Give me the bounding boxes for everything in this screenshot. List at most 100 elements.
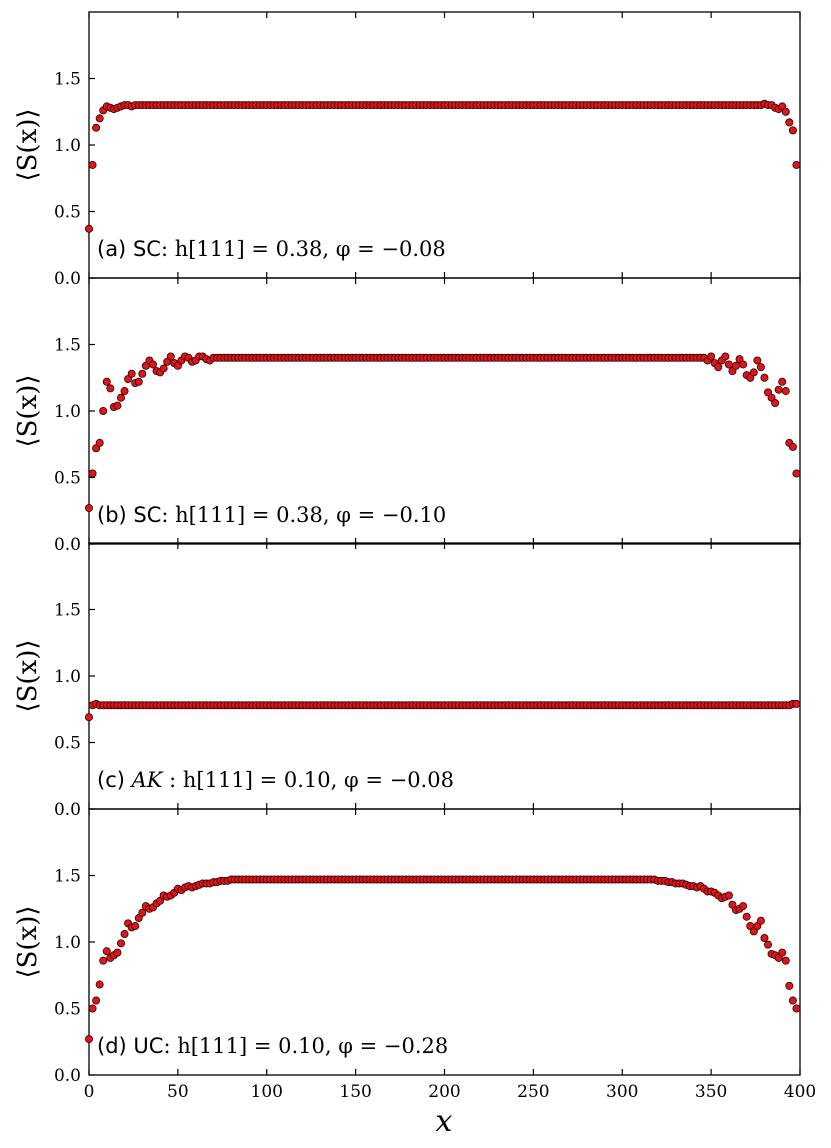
data-point <box>781 387 790 396</box>
annotation-phase: SC <box>133 237 161 261</box>
annotation-expression: : h[111] = 0.10, φ = −0.28 <box>163 1034 448 1058</box>
panels: 0.00.51.01.5⟨S(x)⟩(a) SC: h[111] = 0.38,… <box>13 11 816 1102</box>
data-point <box>120 930 129 939</box>
data-point <box>88 1004 97 1013</box>
data-point <box>756 363 765 372</box>
series-points <box>85 699 801 722</box>
data-point <box>95 980 104 989</box>
x-tick-label: 50 <box>167 1082 189 1102</box>
y-tick-label: 0.5 <box>54 1000 81 1020</box>
annotation-expression: : h[111] = 0.38, φ = −0.10 <box>161 503 446 527</box>
series-points <box>85 875 801 1044</box>
data-point <box>721 352 730 361</box>
y-axis-label: ⟨S(x)⟩ <box>13 108 43 181</box>
panel-a: 0.0 0.5 1.0 1.5 ⟨S(x)⟩ (a) SC: h[111] = 0.38,… <box>13 11 801 289</box>
data-point <box>95 114 104 123</box>
x-tick-label: 250 <box>517 1082 549 1102</box>
data-point <box>116 393 125 402</box>
data-point <box>732 361 741 370</box>
y-tick-label: 0.0 <box>54 269 81 289</box>
data-point <box>127 369 136 378</box>
annotation-phase: SC <box>133 503 161 527</box>
annotation-expression: : h[111] = 0.38, φ = −0.08 <box>161 237 446 261</box>
data-point <box>120 387 129 396</box>
data-point <box>756 916 765 925</box>
data-point <box>788 126 797 135</box>
y-tick-label: 1.5 <box>54 867 81 887</box>
data-point <box>138 908 147 917</box>
data-point <box>106 384 115 393</box>
data-point <box>785 981 794 990</box>
data-point <box>788 442 797 451</box>
data-point <box>753 356 762 365</box>
data-point <box>99 956 108 965</box>
data-point <box>774 385 783 394</box>
y-tick-label: 0.0 <box>54 800 81 820</box>
y-tick-label: 1.5 <box>54 601 81 621</box>
data-point <box>739 902 748 911</box>
data-point <box>724 360 733 369</box>
y-axis-label: ⟨S(x)⟩ <box>13 639 43 712</box>
data-point <box>707 352 716 361</box>
y-tick-label: 1.0 <box>54 402 81 422</box>
data-point <box>749 368 758 377</box>
data-point <box>166 352 175 361</box>
data-point <box>760 373 769 382</box>
data-point <box>778 377 787 386</box>
annotation-prefix: (a) <box>97 237 133 261</box>
data-point <box>116 939 125 948</box>
data-point <box>113 948 122 957</box>
x-tick-label: 200 <box>428 1082 460 1102</box>
x-tick-label: 100 <box>251 1082 283 1102</box>
data-point <box>760 934 769 943</box>
data-point <box>92 996 101 1005</box>
data-point <box>85 504 94 513</box>
data-point <box>102 947 111 956</box>
y-axis-label: ⟨S(x)⟩ <box>13 905 43 978</box>
series-points <box>85 352 801 513</box>
data-point <box>785 118 794 127</box>
panel-annotation: (b) SC: h[111] = 0.38, φ = −0.10 <box>97 503 446 527</box>
data-point <box>771 399 780 408</box>
data-point <box>714 363 723 372</box>
data-point <box>88 160 97 169</box>
data-point <box>99 406 108 415</box>
panel-c: 0.0 0.5 1.0 1.5 ⟨S(x)⟩ (c) AK : h[111] = 0.10… <box>13 542 801 820</box>
panel-b: 0.0 0.5 1.0 1.5 ⟨S(x)⟩ (b) SC: h[111] = 0.38,… <box>13 277 801 555</box>
data-point <box>102 377 111 386</box>
annotation-expression: : h[111] = 0.10, φ = −0.08 <box>162 768 453 792</box>
y-tick-label: 1.0 <box>54 136 81 156</box>
data-point <box>88 469 97 478</box>
data-point <box>742 912 751 921</box>
annotation-phase: UC <box>133 1034 163 1058</box>
x-tick-label: 350 <box>695 1082 727 1102</box>
data-point <box>778 948 787 957</box>
data-point <box>792 1004 801 1013</box>
y-tick-label: 1.0 <box>54 933 81 953</box>
panel-annotation: (a) SC: h[111] = 0.38, φ = −0.08 <box>97 237 446 261</box>
y-tick-label: 1.5 <box>54 336 81 356</box>
data-point <box>781 107 790 116</box>
data-point <box>92 123 101 132</box>
y-axis-label: ⟨S(x)⟩ <box>13 374 43 447</box>
y-tick-label: 1.0 <box>54 667 81 687</box>
data-point <box>85 1035 94 1044</box>
y-tick-label: 0.5 <box>54 469 81 489</box>
x-tick-label: 150 <box>339 1082 371 1102</box>
data-point <box>764 940 773 949</box>
data-point <box>788 996 797 1005</box>
data-point <box>792 699 801 708</box>
data-point <box>138 369 147 378</box>
annotation-prefix: (b) <box>97 503 133 527</box>
y-tick-label: 0.5 <box>54 734 81 754</box>
x-tick-label: 400 <box>784 1082 816 1102</box>
data-point <box>113 401 122 410</box>
x-tick-label: 300 <box>606 1082 638 1102</box>
data-point <box>792 160 801 169</box>
y-tick-label: 1.5 <box>54 70 81 90</box>
data-point <box>159 364 168 373</box>
x-tick-label: 0 <box>84 1082 95 1102</box>
y-tick-label: 0.0 <box>54 1066 81 1086</box>
x-axis-label: x <box>436 1104 453 1139</box>
